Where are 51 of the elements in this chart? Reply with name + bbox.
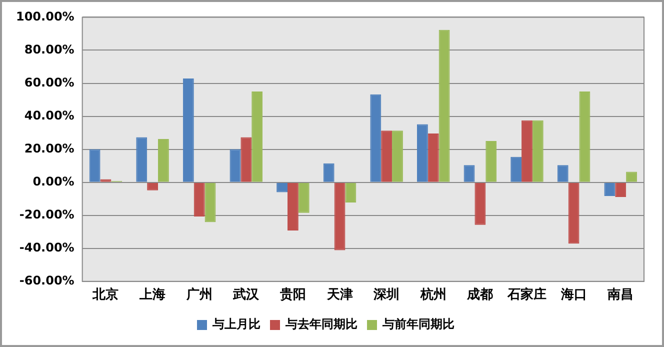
- bar: [298, 182, 310, 213]
- bar: [370, 94, 382, 182]
- bar: [416, 124, 428, 182]
- y-tick-label: 60.00%: [24, 75, 74, 90]
- legend-label: 与去年同期比: [284, 317, 358, 332]
- y-tick-label: 100.00%: [16, 9, 74, 24]
- x-tick-label: 成都: [466, 288, 494, 303]
- bar: [381, 130, 392, 182]
- bar: [568, 182, 580, 244]
- bar: [438, 30, 450, 182]
- legend-label: 与前年同期比: [382, 317, 454, 332]
- bar: [240, 137, 252, 182]
- bar: [522, 120, 532, 182]
- bar: [252, 92, 263, 182]
- x-tick-label: 贵阳: [278, 286, 306, 303]
- y-tick-label: -20.00%: [19, 207, 74, 222]
- x-tick-label: 深圳: [372, 288, 400, 303]
- bar: [287, 182, 298, 231]
- bar: [158, 139, 169, 182]
- bar: [334, 182, 346, 250]
- y-tick-label: 80.00%: [24, 42, 74, 56]
- bar: [428, 133, 439, 182]
- bar: [579, 92, 590, 182]
- y-tick-label: 0.00%: [32, 174, 74, 188]
- x-tick-label: 上海: [138, 288, 166, 303]
- bar: [392, 130, 403, 182]
- x-tick-label: 天津: [326, 288, 353, 303]
- bar: [204, 182, 216, 222]
- legend-label: 与上月比: [212, 317, 260, 332]
- x-tick-label: 武汉: [232, 288, 260, 303]
- bar: [510, 156, 522, 182]
- bar: [486, 141, 497, 182]
- bar: [230, 149, 241, 182]
- y-tick-label: 40.00%: [24, 108, 74, 122]
- x-tick-label: 海口: [560, 288, 587, 303]
- bar: [323, 163, 334, 182]
- bar: [532, 120, 544, 182]
- y-tick-label: -40.00%: [19, 240, 74, 254]
- bar: [182, 78, 194, 182]
- bar: [345, 182, 356, 202]
- bar: [474, 182, 486, 225]
- x-tick-label: 北京: [92, 286, 119, 303]
- x-tick-label: 广州: [185, 286, 212, 303]
- bar: [136, 137, 148, 182]
- x-tick-label: 南昌: [606, 288, 634, 303]
- x-tick-label: 石家庄: [506, 286, 546, 303]
- y-tick-label: -60.00%: [19, 274, 74, 288]
- bar: [194, 182, 205, 217]
- y-tick-label: 20.00%: [24, 141, 74, 156]
- bar: [89, 149, 100, 182]
- x-tick-label: 杭州: [419, 286, 446, 303]
